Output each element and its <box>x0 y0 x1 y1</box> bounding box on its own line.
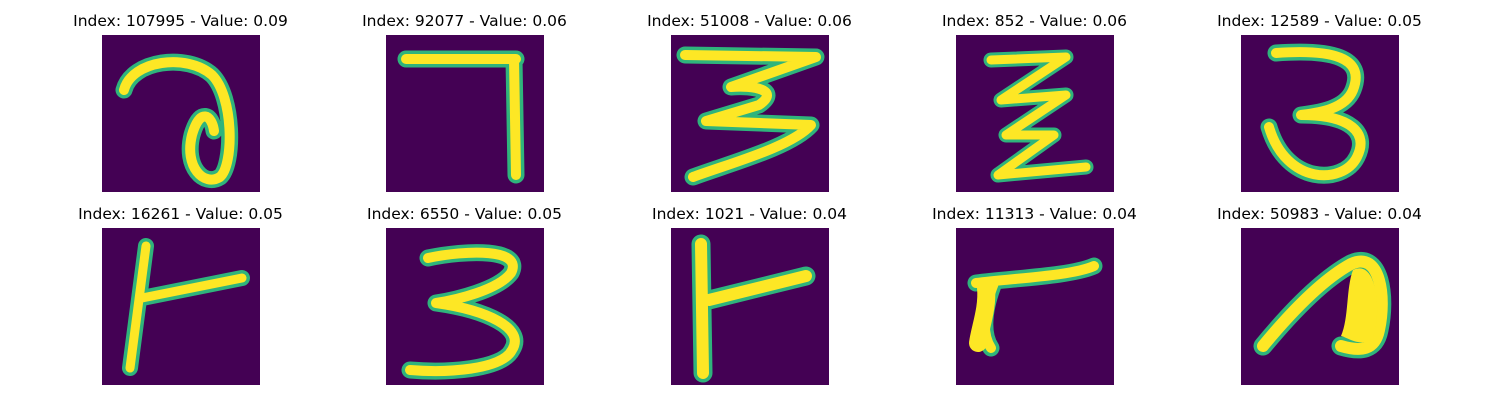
panel-9: Index: 11313 - Value: 0.04 <box>892 193 1177 385</box>
panel-title: Index: 50983 - Value: 0.04 <box>1217 205 1422 223</box>
panel-7: Index: 6550 - Value: 0.05 <box>322 193 607 385</box>
digit-image-svg <box>671 228 829 385</box>
digit-image-svg <box>671 35 829 192</box>
panel-title: Index: 12589 - Value: 0.05 <box>1217 12 1422 30</box>
digit-image <box>956 35 1114 192</box>
digit-image <box>1241 35 1399 192</box>
panel-6: Index: 16261 - Value: 0.05 <box>38 193 323 385</box>
digit-image <box>671 35 829 192</box>
panel-title: Index: 6550 - Value: 0.05 <box>367 205 562 223</box>
digit-image <box>1241 228 1399 385</box>
panel-title: Index: 107995 - Value: 0.09 <box>73 12 288 30</box>
panel-title: Index: 16261 - Value: 0.05 <box>78 205 283 223</box>
digit-image <box>386 228 544 385</box>
panel-title: Index: 51008 - Value: 0.06 <box>647 12 852 30</box>
digit-image <box>102 35 260 192</box>
digit-image-svg <box>386 35 544 192</box>
panel-8: Index: 1021 - Value: 0.04 <box>607 193 892 385</box>
panel-5: Index: 12589 - Value: 0.05 <box>1177 0 1462 192</box>
digit-image <box>102 228 260 385</box>
digit-image-svg <box>956 35 1114 192</box>
digit-image-svg <box>102 35 260 192</box>
panel-10: Index: 50983 - Value: 0.04 <box>1177 193 1462 385</box>
panel-title: Index: 11313 - Value: 0.04 <box>932 205 1137 223</box>
digit-image <box>671 228 829 385</box>
panel-title: Index: 852 - Value: 0.06 <box>941 12 1128 30</box>
digit-image-svg <box>1241 35 1399 192</box>
digit-image-svg <box>102 228 260 385</box>
digit-image <box>956 228 1114 385</box>
panel-title: Index: 1021 - Value: 0.04 <box>652 205 847 223</box>
panel-2: Index: 92077 - Value: 0.06 <box>322 0 607 192</box>
digit-image <box>386 35 544 192</box>
digit-image-svg <box>1241 228 1399 385</box>
panel-4: Index: 852 - Value: 0.06 <box>892 0 1177 192</box>
digit-image-svg <box>386 228 544 385</box>
panel-3: Index: 51008 - Value: 0.06 <box>607 0 892 192</box>
digit-image-svg <box>956 228 1114 385</box>
panel-title: Index: 92077 - Value: 0.06 <box>362 12 567 30</box>
panel-1: Index: 107995 - Value: 0.09 <box>38 0 323 192</box>
